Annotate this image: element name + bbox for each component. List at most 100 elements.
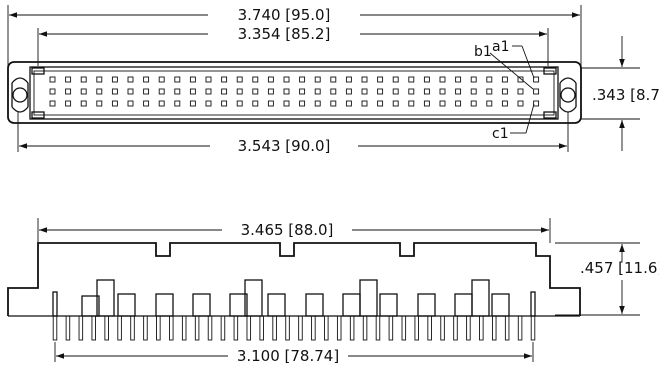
pin	[220, 315, 226, 341]
contact	[314, 100, 321, 107]
contact	[189, 76, 196, 83]
contact	[330, 76, 337, 83]
contact	[111, 100, 118, 107]
label-c1: c1	[492, 126, 509, 142]
pin	[104, 315, 109, 341]
contact	[96, 76, 103, 83]
contact-grid	[49, 76, 540, 107]
pin	[414, 315, 419, 341]
pin-housing	[96, 279, 115, 317]
contact	[361, 100, 368, 107]
pin	[530, 315, 536, 341]
contact	[158, 100, 165, 107]
contact	[517, 100, 524, 107]
contact	[221, 100, 228, 107]
contact	[174, 88, 181, 95]
contact	[423, 76, 430, 83]
contact	[96, 100, 103, 107]
contact	[345, 76, 352, 83]
pin-housing	[417, 293, 436, 317]
contact	[423, 88, 430, 95]
contact	[470, 76, 477, 83]
dim-overall-length-label: 3.740 [95.0]	[238, 6, 331, 24]
dim-side-height: .457 [11.6]	[580, 244, 659, 314]
contact	[439, 88, 446, 95]
contact	[517, 88, 524, 95]
contact	[345, 100, 352, 107]
contact	[174, 76, 181, 83]
pin	[479, 315, 484, 341]
contact	[221, 76, 228, 83]
contact	[501, 88, 508, 95]
contact	[314, 88, 321, 95]
contact	[221, 88, 228, 95]
contact	[236, 100, 243, 107]
contact	[455, 76, 462, 83]
contact	[205, 100, 212, 107]
pin	[285, 315, 290, 341]
contact	[361, 76, 368, 83]
contact	[252, 76, 259, 83]
pin-housing	[342, 293, 361, 317]
contact	[267, 88, 274, 95]
pin-housing	[379, 293, 398, 317]
contact	[236, 88, 243, 95]
pin	[324, 315, 329, 341]
contact	[455, 100, 462, 107]
pin-housing	[305, 293, 324, 317]
pin	[143, 315, 148, 341]
contact	[330, 88, 337, 95]
pin	[349, 315, 355, 341]
contact	[111, 88, 118, 95]
contact	[377, 88, 384, 95]
pin-housing	[244, 279, 263, 317]
pin	[401, 315, 407, 341]
contact	[299, 100, 306, 107]
contact	[501, 100, 508, 107]
contact	[470, 88, 477, 95]
pin	[388, 315, 394, 341]
pin	[156, 315, 161, 341]
pin-housing	[454, 293, 473, 317]
contact	[158, 76, 165, 83]
pin	[427, 315, 432, 341]
dim-mount-holes-label: 3.543 [90.0]	[238, 137, 331, 155]
pin-labels: a1 b1 c1	[474, 39, 535, 142]
contact	[143, 100, 150, 107]
contact	[377, 76, 384, 83]
pin	[78, 315, 84, 341]
pin-housing	[192, 293, 211, 317]
pin	[466, 315, 471, 341]
contact	[189, 88, 196, 95]
side-pins	[52, 279, 536, 341]
dim-top-height-label: .343 [8.7]	[592, 86, 659, 104]
contact	[189, 100, 196, 107]
contact	[361, 88, 368, 95]
connector-side-body	[7, 242, 581, 317]
contact	[501, 76, 508, 83]
contact	[267, 100, 274, 107]
dim-body-width: 3.465 [88.0]	[39, 221, 549, 239]
contact	[408, 76, 415, 83]
dim-pin-span-side: 3.100 [78.74]	[56, 347, 532, 365]
contact	[252, 100, 259, 107]
end-pin	[52, 291, 58, 317]
dim-overall-length: 3.740 [95.0]	[9, 6, 580, 24]
pin	[117, 315, 122, 341]
dim-body-width-label: 3.465 [88.0]	[241, 221, 334, 239]
pin	[504, 315, 510, 341]
pin	[130, 315, 135, 341]
contact	[127, 76, 134, 83]
contact	[439, 100, 446, 107]
contact	[392, 88, 399, 95]
contact	[470, 100, 477, 107]
pin	[169, 315, 174, 341]
contact	[533, 88, 540, 95]
contact	[377, 100, 384, 107]
label-b1: b1	[474, 44, 492, 60]
contact	[80, 88, 87, 95]
pin	[65, 315, 71, 341]
contact	[174, 100, 181, 107]
contact	[143, 76, 150, 83]
